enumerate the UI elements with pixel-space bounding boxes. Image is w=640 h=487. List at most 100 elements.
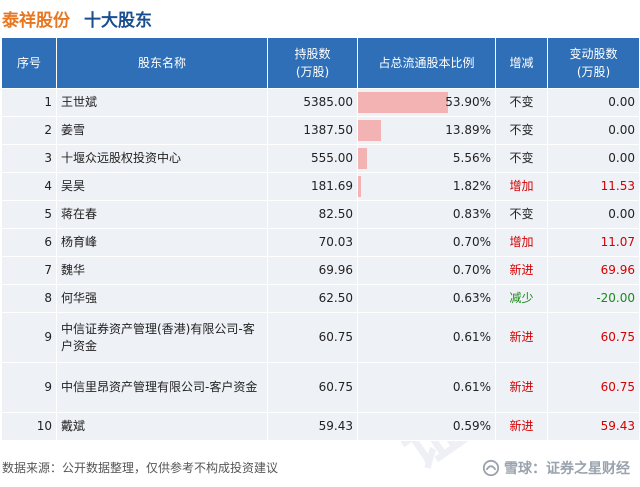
change-cell: 新进 — [495, 362, 548, 413]
ratio-text: 0.70% — [452, 263, 491, 277]
change-cell: 增加 — [495, 228, 548, 257]
ratio-cell: 0.70% — [357, 256, 496, 285]
table-row: 7 魏华 69.96 0.70% 新进 69.96 — [1, 256, 640, 285]
ratio-text: 0.61% — [452, 380, 491, 394]
ratio-cell: 5.56% — [357, 144, 496, 173]
shareholder-name-cell: 王世斌 — [56, 88, 268, 117]
ratio-bar — [358, 120, 382, 141]
ratio-cell: 0.61% — [357, 362, 496, 413]
rank-cell: 10 — [1, 412, 57, 441]
shares-cell: 59.43 — [267, 412, 358, 441]
table-row: 2 姜雪 1387.50 13.89% 不变 0.00 — [1, 116, 640, 145]
table-row: 3 十堰众远股权投资中心 555.00 5.56% 不变 0.00 — [1, 144, 640, 173]
col-header-name: 股东名称 — [56, 37, 268, 89]
section-title: 十大股东 — [84, 10, 152, 31]
change-cell: 新进 — [495, 256, 548, 285]
delta-cell: 59.43 — [547, 412, 640, 441]
brand: 雪球：证券之星财经 — [482, 458, 630, 478]
table-row: 4 吴昊 181.69 1.82% 增加 11.53 — [1, 172, 640, 201]
table-row: 9 中信证券资产管理(香港)有限公司-客户资金 60.75 0.61% 新进 60.75 — [1, 312, 640, 363]
ratio-bar — [358, 92, 449, 113]
shareholder-name-cell: 杨育峰 — [56, 228, 268, 257]
shareholder-name-cell: 中信里昂资产管理有限公司-客户资金 — [56, 362, 268, 413]
col-header-change: 增减 — [495, 37, 548, 89]
delta-cell: 11.07 — [547, 228, 640, 257]
change-cell: 增加 — [495, 172, 548, 201]
change-cell: 新进 — [495, 412, 548, 441]
shares-cell: 70.03 — [267, 228, 358, 257]
top-ten-shareholders-table: 序号 股东名称 持股数 (万股) 占总流通股本比例 增减 变动股数 (万股) 1… — [1, 37, 640, 441]
ratio-cell: 53.90% — [357, 88, 496, 117]
rank-cell: 5 — [1, 200, 57, 229]
shares-cell: 555.00 — [267, 144, 358, 173]
shareholder-name-cell: 魏华 — [56, 256, 268, 285]
ratio-cell: 13.89% — [357, 116, 496, 145]
rank-cell: 3 — [1, 144, 57, 173]
ratio-text: 0.59% — [452, 419, 491, 433]
change-cell: 减少 — [495, 284, 548, 313]
rank-cell: 7 — [1, 256, 57, 285]
ratio-text: 0.61% — [452, 330, 491, 344]
ratio-bar — [358, 176, 362, 197]
shareholder-name-cell: 吴昊 — [56, 172, 268, 201]
shares-cell: 69.96 — [267, 256, 358, 285]
change-cell: 不变 — [495, 200, 548, 229]
shares-cell: 60.75 — [267, 312, 358, 363]
shareholder-name-cell: 中信证券资产管理(香港)有限公司-客户资金 — [56, 312, 268, 363]
delta-cell: -20.00 — [547, 284, 640, 313]
table-row: 1 王世斌 5385.00 53.90% 不变 0.00 — [1, 88, 640, 117]
rank-cell: 1 — [1, 88, 57, 117]
ratio-cell: 0.63% — [357, 284, 496, 313]
rank-cell: 2 — [1, 116, 57, 145]
delta-cell: 60.75 — [547, 362, 640, 413]
table-row: 6 杨育峰 70.03 0.70% 增加 11.07 — [1, 228, 640, 257]
data-source-note: 数据来源：公开数据整理，仅供参考不构成投资建议 — [2, 461, 279, 475]
delta-cell: 0.00 — [547, 200, 640, 229]
shares-cell: 60.75 — [267, 362, 358, 413]
delta-cell: 69.96 — [547, 256, 640, 285]
rank-cell: 9 — [1, 312, 57, 363]
shareholder-name-cell: 戴斌 — [56, 412, 268, 441]
delta-cell: 0.00 — [547, 116, 640, 145]
shares-cell: 82.50 — [267, 200, 358, 229]
table-row: 5 蒋在春 82.50 0.83% 不变 0.00 — [1, 200, 640, 229]
delta-cell: 60.75 — [547, 312, 640, 363]
change-cell: 不变 — [495, 116, 548, 145]
ratio-text: 13.89% — [445, 123, 491, 137]
change-cell: 不变 — [495, 88, 548, 117]
shares-cell: 181.69 — [267, 172, 358, 201]
shares-cell: 62.50 — [267, 284, 358, 313]
ratio-cell: 0.59% — [357, 412, 496, 441]
ratio-text: 0.70% — [452, 235, 491, 249]
rank-cell: 6 — [1, 228, 57, 257]
ratio-bar — [358, 148, 368, 169]
shareholder-name-cell: 十堰众远股权投资中心 — [56, 144, 268, 173]
ratio-cell: 0.61% — [357, 312, 496, 363]
ratio-cell: 1.82% — [357, 172, 496, 201]
title-bar: 泰祥股份 十大股东 — [0, 0, 640, 36]
col-header-ratio: 占总流通股本比例 — [357, 37, 496, 89]
snowball-logo-icon — [482, 459, 500, 477]
change-cell: 新进 — [495, 312, 548, 363]
company-title: 泰祥股份 — [2, 10, 70, 31]
ratio-cell: 0.83% — [357, 200, 496, 229]
delta-cell: 11.53 — [547, 172, 640, 201]
ratio-text: 0.63% — [452, 291, 491, 305]
shares-cell: 1387.50 — [267, 116, 358, 145]
ratio-text: 5.56% — [452, 151, 491, 165]
col-header-shares: 持股数 (万股) — [267, 37, 358, 89]
ratio-cell: 0.70% — [357, 228, 496, 257]
footer: 数据来源：公开数据整理，仅供参考不构成投资建议 雪球：证券之星财经 — [0, 456, 640, 479]
shares-cell: 5385.00 — [267, 88, 358, 117]
rank-cell: 8 — [1, 284, 57, 313]
brand-label: 雪球：证券之星财经 — [504, 461, 630, 477]
shareholder-name-cell: 何华强 — [56, 284, 268, 313]
rank-cell: 4 — [1, 172, 57, 201]
ratio-text: 53.90% — [445, 95, 491, 109]
change-cell: 不变 — [495, 144, 548, 173]
col-header-rank: 序号 — [1, 37, 57, 89]
rank-cell: 9 — [1, 362, 57, 413]
ratio-text: 1.82% — [452, 179, 491, 193]
shareholder-name-cell: 蒋在春 — [56, 200, 268, 229]
delta-cell: 0.00 — [547, 144, 640, 173]
